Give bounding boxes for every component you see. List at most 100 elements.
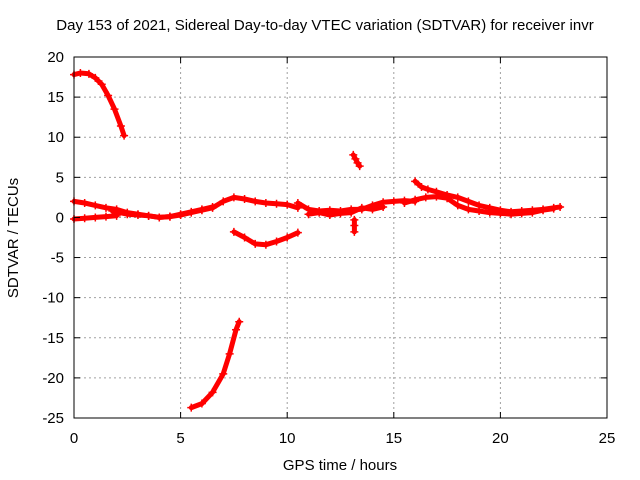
- data-point-marker: [91, 213, 100, 222]
- data-point-marker: [453, 193, 462, 202]
- data-point-marker: [187, 403, 196, 412]
- series-arc-dip: [229, 227, 302, 249]
- data-point-marker: [539, 206, 548, 215]
- data-point-marker: [232, 325, 241, 334]
- data-point-marker: [176, 210, 185, 219]
- y-tick-label: 0: [56, 209, 64, 226]
- x-tick-label: 15: [385, 430, 402, 447]
- y-tick-label: -20: [42, 370, 64, 387]
- data-point-marker: [421, 193, 430, 202]
- data-point-marker: [197, 205, 206, 214]
- data-point-marker: [104, 91, 113, 100]
- series-arc-afternoon-b: [400, 192, 558, 219]
- x-tick-label: 25: [599, 430, 616, 447]
- data-point-marker: [272, 237, 281, 246]
- data-point-marker: [110, 105, 119, 114]
- y-tick-label: 15: [47, 89, 64, 106]
- data-point-marker: [97, 80, 106, 89]
- data-point-marker: [80, 199, 89, 208]
- series-arc-high-start: [70, 69, 129, 140]
- x-tick-label: 0: [70, 430, 78, 447]
- data-point-marker: [293, 228, 302, 237]
- data-point-marker: [261, 240, 270, 249]
- data-point-marker: [336, 209, 345, 218]
- data-point-marker: [123, 210, 132, 219]
- data-point-marker: [423, 185, 432, 194]
- data-point-marker: [417, 182, 426, 191]
- data-point-marker: [432, 192, 441, 201]
- x-tick-label: 5: [176, 430, 184, 447]
- data-point-marker: [496, 209, 505, 218]
- x-tick-label: 10: [279, 430, 296, 447]
- data-point-marker: [350, 227, 359, 236]
- data-point-marker: [293, 199, 302, 208]
- data-point-marker: [368, 205, 377, 214]
- y-tick-labels: 20 15 10 5 0 -5 -10 -15 -20 -25: [42, 49, 64, 427]
- data-point-marker: [453, 201, 462, 210]
- data-point-marker: [411, 195, 420, 204]
- data-point-marker: [229, 193, 238, 202]
- data-point-marker: [240, 194, 249, 203]
- data-point-marker: [283, 233, 292, 242]
- y-axis-label: SDTVAR / TECUs: [5, 178, 22, 298]
- axis-ticks: [73, 56, 608, 419]
- data-point-marker: [251, 197, 260, 206]
- series-line: [350, 152, 363, 169]
- data-point-marker: [187, 207, 196, 216]
- data-point-marker: [379, 203, 388, 212]
- data-point-marker: [84, 69, 93, 78]
- data-point-marker: [144, 211, 153, 220]
- data-point-marker: [411, 177, 420, 186]
- series-arc-needle: [350, 215, 359, 236]
- data-point-marker: [91, 201, 100, 210]
- data-point-marker: [251, 239, 260, 248]
- x-tick-labels: 0 5 10 15 20 25: [70, 430, 616, 447]
- data-point-marker: [155, 213, 164, 222]
- data-point-marker: [528, 208, 537, 217]
- series-arc-midday-b: [304, 203, 388, 220]
- data-point-marker: [229, 227, 238, 236]
- data-point-marker: [315, 208, 324, 217]
- data-point-marker: [235, 317, 244, 326]
- series-arc-spike: [349, 150, 364, 171]
- data-point-marker: [133, 211, 142, 220]
- y-tick-label: -25: [42, 410, 64, 427]
- x-tick-label: 20: [492, 430, 509, 447]
- series-line: [109, 204, 216, 220]
- data-point-marker: [389, 197, 398, 206]
- data-point-marker: [76, 69, 85, 78]
- data-point-marker: [101, 203, 110, 212]
- data-point-marker: [80, 214, 89, 223]
- series-arc-low: [187, 317, 244, 412]
- series-arc-morning-b: [108, 203, 217, 222]
- data-point-marker: [355, 162, 364, 171]
- y-tick-label: -10: [42, 290, 64, 307]
- data-point-marker: [347, 208, 356, 217]
- data-point-marker: [325, 211, 334, 220]
- data-point-marker: [556, 203, 565, 212]
- data-point-marker: [225, 349, 234, 358]
- data-point-marker: [219, 369, 228, 378]
- data-point-marker: [283, 200, 292, 209]
- chart-title: Day 153 of 2021, Sidereal Day-to-day VTE…: [56, 17, 593, 34]
- data-point-marker: [464, 197, 473, 206]
- data-point-marker: [349, 150, 358, 159]
- y-tick-label: 5: [56, 169, 64, 186]
- y-tick-label: 20: [47, 49, 64, 66]
- x-axis-label: GPS time / hours: [283, 457, 397, 474]
- data-point-marker: [549, 204, 558, 213]
- data-point-marker: [101, 212, 110, 221]
- data-point-marker: [165, 212, 174, 221]
- data-point-marker: [400, 199, 409, 208]
- data-point-marker: [357, 203, 366, 212]
- data-point-marker: [208, 388, 217, 397]
- data-point-marker: [108, 207, 117, 216]
- data-traces: [70, 69, 565, 412]
- series-line: [188, 319, 242, 411]
- data-point-marker: [464, 205, 473, 214]
- grid: [74, 57, 607, 418]
- data-point-marker: [272, 199, 281, 208]
- data-point-marker: [116, 121, 125, 130]
- y-tick-label: 10: [47, 129, 64, 146]
